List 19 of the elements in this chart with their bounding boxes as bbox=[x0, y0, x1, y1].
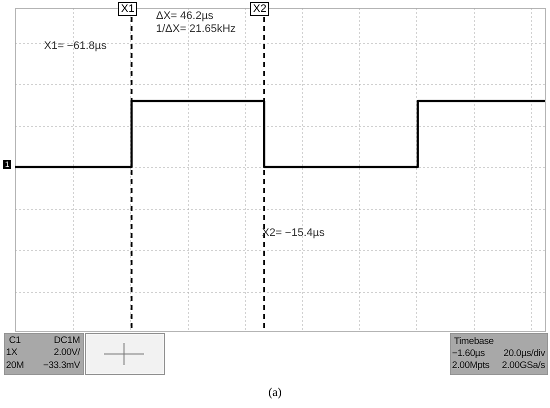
text: DC1M bbox=[54, 335, 80, 347]
text: X2= −15.4µs bbox=[262, 227, 325, 239]
text: 20M bbox=[6, 360, 24, 372]
text: 1X bbox=[6, 347, 18, 359]
text: C1 bbox=[9, 335, 21, 347]
text: (a) bbox=[267, 385, 283, 400]
text: 20.0µs/div bbox=[504, 348, 545, 360]
text: 2.00V/ bbox=[54, 347, 80, 359]
text: X2 bbox=[250, 2, 270, 16]
text: X1= −61.8µs bbox=[44, 40, 107, 52]
text: Timebase bbox=[454, 336, 494, 348]
text: ΔX= 46.2µs bbox=[156, 10, 214, 22]
text: X1 bbox=[118, 2, 138, 16]
text: 1/ΔX= 21.65kHz bbox=[156, 23, 236, 35]
text: −33.3mV bbox=[43, 360, 80, 372]
text: 2.00GSa/s bbox=[502, 360, 545, 372]
text: 1 bbox=[3, 160, 12, 169]
text: −1.60µs bbox=[452, 348, 485, 360]
text: 2.00Mpts bbox=[452, 360, 490, 372]
